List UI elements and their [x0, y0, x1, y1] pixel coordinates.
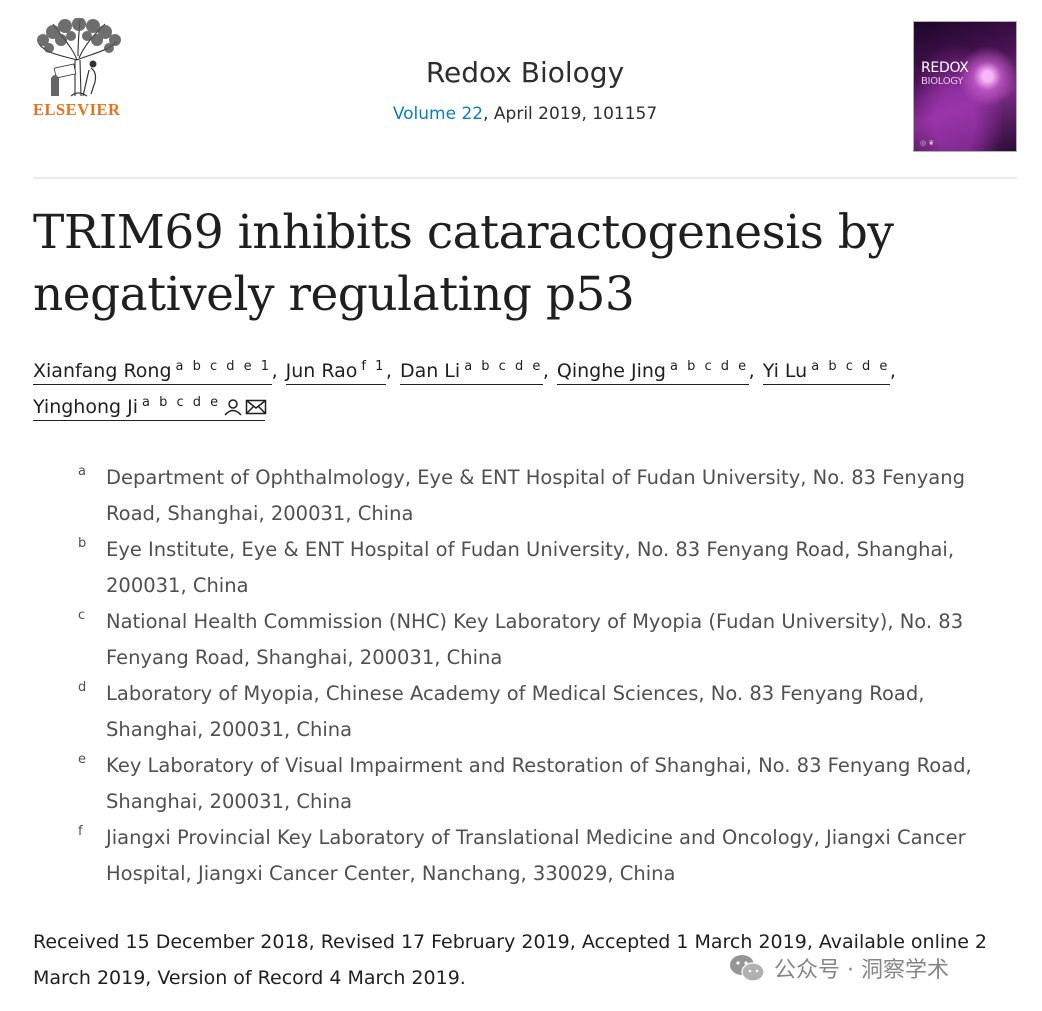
- journal-title[interactable]: Redox Biology: [425, 56, 625, 89]
- author-name: Yi Lu: [762, 360, 808, 382]
- elsevier-wordmark: ELSEVIER: [33, 100, 121, 119]
- affiliation-item: a Department of Ophthalmology, Eye & ENT …: [78, 460, 1008, 532]
- journal-issue-info: Volume 22, April 2019, 101157: [33, 104, 1017, 124]
- author-list: Xianfang Rong a b c d e 1, Jun Rao f 1, Dan …: [33, 353, 1023, 425]
- affiliation-label: a: [78, 464, 86, 479]
- affiliation-text: Laboratory of Myopia, Chinese Academy of…: [106, 682, 925, 741]
- affiliation-label: d: [78, 680, 87, 695]
- author-name: Yinghong Ji: [33, 396, 139, 418]
- person-icon: [223, 397, 243, 416]
- affiliation-item: d Laboratory of Myopia, Chinese Academy o…: [78, 676, 1008, 748]
- affiliation-item: b Eye Institute, Eye & ENT Hospital of Fu…: [78, 532, 1008, 604]
- author-affiliation-marks: a b c d e: [669, 359, 749, 374]
- article-title: TRIM69 inhibits cataractogenesis by nega…: [33, 205, 894, 322]
- header-divider: [33, 177, 1017, 179]
- author-separator: ,: [385, 360, 392, 382]
- author-affiliation-marks: a b c d e: [464, 359, 543, 374]
- affiliation-text: National Health Commission (NHC) Key Lab…: [106, 610, 964, 669]
- affiliation-text: Jiangxi Provincial Key Laboratory of Tra…: [106, 826, 966, 885]
- author-separator: ,: [271, 360, 278, 382]
- author-name: Jun Rao: [285, 360, 358, 382]
- email-icon[interactable]: [245, 397, 266, 415]
- watermark: 公众号 · 洞察学术: [728, 950, 949, 986]
- cover-title-line2: BIOLOGY: [921, 76, 964, 87]
- affiliation-list: a Department of Ophthalmology, Eye & ENT …: [78, 460, 1008, 892]
- author-link[interactable]: Dan Li a b c d e: [399, 354, 543, 385]
- affiliation-label: f: [78, 824, 83, 839]
- author-link[interactable]: Xianfang Rong a b c d e 1: [33, 354, 272, 385]
- article-history: Received 15 December 2018, Revised 17 Fe…: [33, 931, 988, 989]
- elsevier-logo[interactable]: ELSEVIER: [33, 18, 123, 122]
- author-link[interactable]: Qinghe Jing a b c d e: [556, 354, 749, 385]
- author-name: Dan Li: [399, 360, 461, 382]
- author-separator: ,: [748, 360, 755, 382]
- author-affiliation-marks: a b c d e: [142, 395, 221, 410]
- author-link[interactable]: Yi Lu a b c d e: [762, 354, 890, 385]
- affiliation-item: c National Health Commission (NHC) Key La…: [78, 604, 1008, 676]
- author-name: Xianfang Rong: [33, 360, 172, 382]
- watermark-text: 公众号 · 洞察学术: [774, 958, 949, 983]
- wechat-icon: [730, 955, 765, 982]
- affiliation-item: f Jiangxi Provincial Key Laboratory of Tr…: [78, 820, 1008, 892]
- author-link[interactable]: Yinghong Ji a b c d e: [33, 390, 266, 421]
- author-affiliation-marks: a b c d e: [811, 359, 890, 374]
- article-header: ELSEVIER Redox Biology Volume 22, April …: [33, 18, 1017, 158]
- affiliation-text: Department of Ophthalmology, Eye & ENT H…: [106, 466, 965, 525]
- affiliation-label: e: [78, 752, 86, 767]
- author-separator: ,: [542, 360, 549, 382]
- author-separator: ,: [889, 360, 896, 382]
- affiliation-label: b: [78, 536, 87, 551]
- author-affiliation-marks: a b c d e 1: [175, 359, 272, 374]
- affiliation-text: Eye Institute, Eye & ENT Hospital of Fud…: [106, 538, 955, 597]
- cover-title-line1: REDOX: [921, 60, 969, 76]
- affiliation-label: c: [78, 608, 86, 623]
- affiliation-text: Key Laboratory of Visual Impairment and …: [106, 754, 972, 813]
- volume-link[interactable]: Volume 22: [392, 104, 484, 124]
- journal-cover-thumbnail[interactable]: REDOX BIOLOGY ◎ ❦: [913, 21, 1017, 152]
- cover-title: REDOX BIOLOGY: [921, 60, 969, 88]
- author-name: Qinghe Jing: [556, 360, 666, 382]
- issue-details: , April 2019, 101157: [483, 104, 658, 124]
- author-affiliation-marks: f 1: [361, 359, 386, 374]
- cover-logos: ◎ ❦: [920, 139, 935, 147]
- affiliation-item: e Key Laboratory of Visual Impairment and…: [78, 748, 1008, 820]
- elsevier-tree-icon: [37, 18, 121, 97]
- author-link[interactable]: Jun Rao f 1: [285, 354, 386, 385]
